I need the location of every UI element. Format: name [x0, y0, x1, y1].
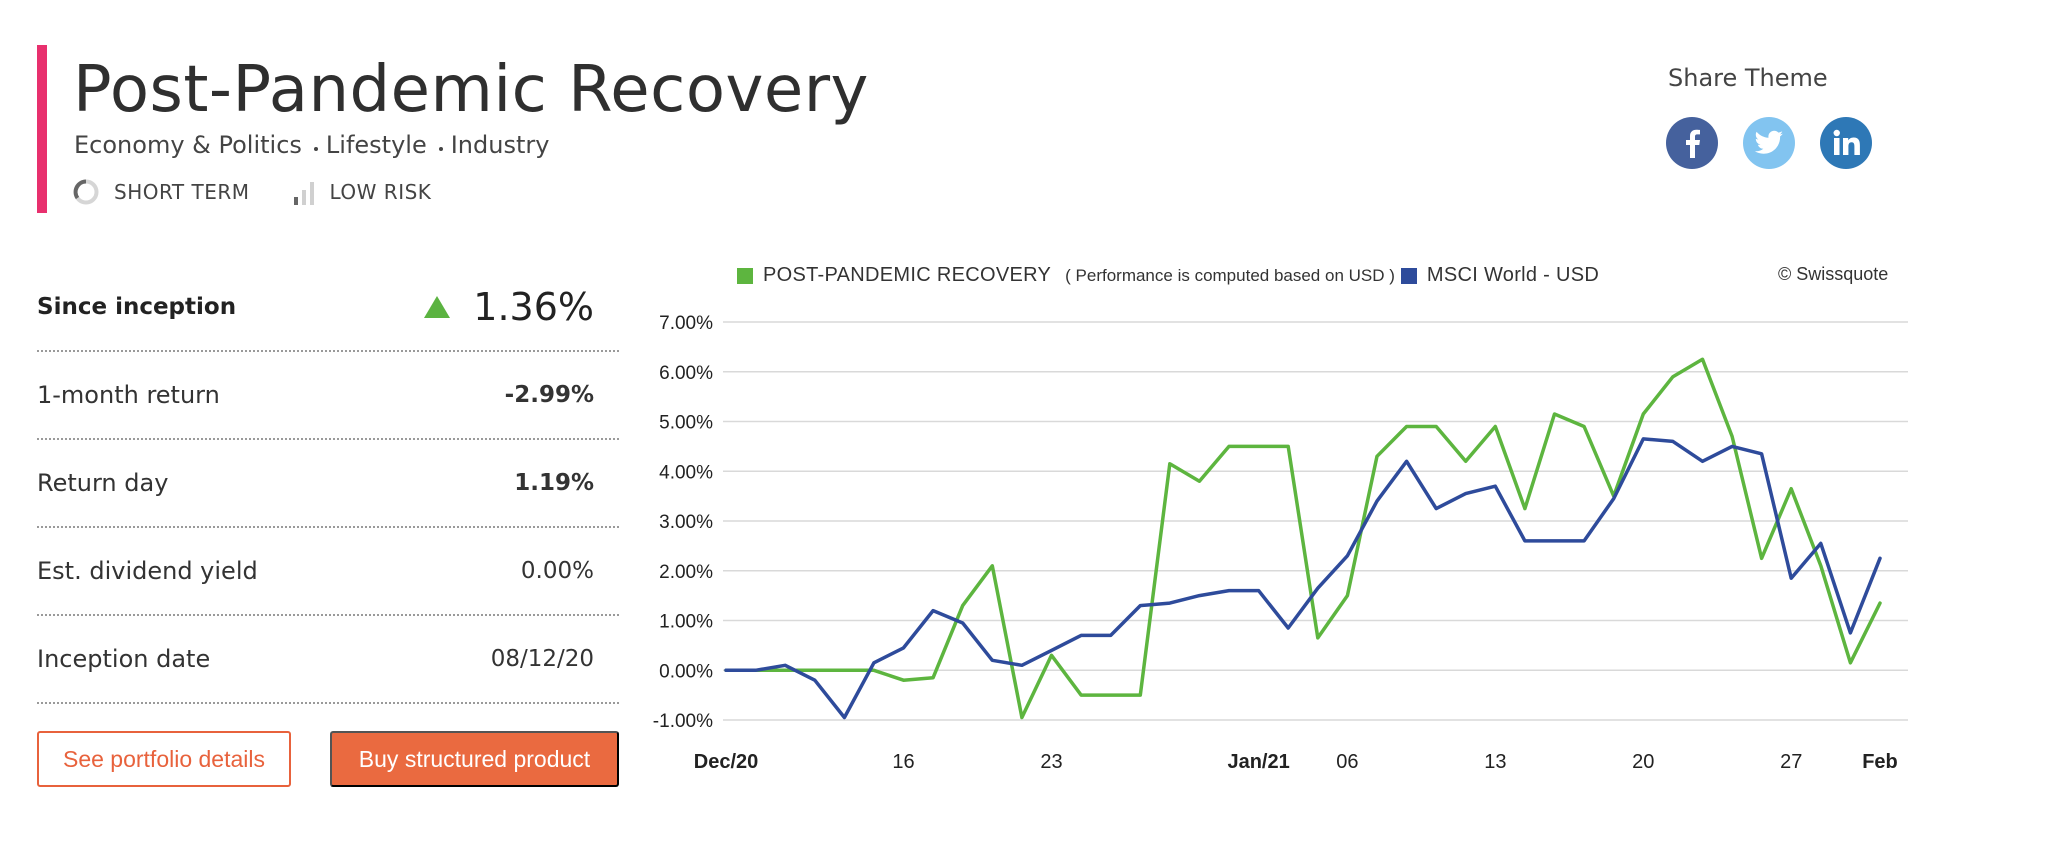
stat-label: Inception date: [37, 645, 211, 673]
horizon-label: SHORT TERM: [114, 180, 250, 204]
stat-label: 1-month return: [37, 381, 220, 409]
y-tick-label: 2.00%: [659, 562, 713, 583]
y-tick-label: -1.00%: [653, 711, 713, 732]
y-tick-label: 4.00%: [659, 462, 713, 483]
performance-stats: Since inception 1.36% 1-month return -2.…: [37, 264, 619, 704]
stat-value: -2.99%: [504, 382, 594, 408]
page-title: Post-Pandemic Recovery: [73, 53, 869, 127]
stat-row-return-day: Return day 1.19%: [37, 440, 619, 528]
legend-swatch-msci-world: [1400, 267, 1417, 284]
series-line-msci-world: [724, 437, 1882, 720]
x-tick-label: Jan/21: [1227, 751, 1289, 773]
horizon-indicator: SHORT TERM: [72, 178, 250, 206]
chart-currency-note: ( Performance is computed based on USD ): [1065, 265, 1395, 285]
share-theme-label: Share Theme: [1668, 64, 1828, 92]
legend-item-post-pandemic[interactable]: POST-PANDEMIC RECOVERY: [763, 264, 1052, 286]
category-industry[interactable]: Industry: [450, 131, 550, 159]
chart-legend: POST-PANDEMIC RECOVERY ( Performance is …: [737, 264, 1599, 287]
x-tick-label: 06: [1336, 751, 1358, 773]
x-tick-label: Dec/20: [694, 751, 759, 773]
stat-row-since-inception: Since inception 1.36%: [37, 264, 619, 352]
performance-chart: -1.00% 0.00% 1.00% 2.00% 3.00% 4.00% 5.00% 6.00…: [653, 313, 1908, 773]
legend-item-msci-world[interactable]: MSCI World - USD: [1426, 264, 1600, 286]
theme-meta: SHORT TERM LOW RISK: [72, 178, 431, 206]
stat-value: 1.36%: [473, 285, 594, 329]
category-separator: [438, 147, 443, 151]
x-tick-label: 16: [892, 751, 914, 773]
theme-categories: Economy & Politics Lifestyle Industry: [74, 131, 549, 159]
legend-swatch-post-pandemic: [737, 267, 753, 284]
chart-copyright: © Swissquote: [1778, 264, 1889, 284]
stat-row-dividend-yield: Est. dividend yield 0.00%: [37, 528, 619, 616]
x-tick-label: 27: [1780, 751, 1802, 773]
stat-row-one-month-return: 1-month return -2.99%: [37, 352, 619, 440]
share-facebook-button[interactable]: [1666, 117, 1718, 169]
x-tick-label: Feb: [1862, 751, 1898, 773]
category-lifestyle[interactable]: Lifestyle: [325, 131, 427, 159]
x-tick-label: 13: [1484, 751, 1506, 773]
theme-accent-bar: [37, 45, 47, 213]
buy-structured-product-button[interactable]: Buy structured product: [330, 731, 619, 787]
stat-value: 0.00%: [520, 558, 594, 584]
see-portfolio-details-button[interactable]: See portfolio details: [37, 731, 291, 787]
risk-indicator: LOW RISK: [292, 179, 432, 205]
category-economy-politics[interactable]: Economy & Politics: [74, 131, 302, 159]
y-tick-label: 6.00%: [659, 363, 713, 384]
y-tick-label: 7.00%: [659, 313, 713, 334]
y-tick-label: 1.00%: [659, 612, 713, 633]
y-tick-label: 0.00%: [659, 661, 713, 682]
linkedin-icon: [1833, 129, 1860, 155]
y-tick-label: 3.00%: [659, 512, 713, 533]
category-separator: [313, 147, 318, 151]
x-tick-label: 20: [1632, 751, 1654, 773]
trend-up-icon: [424, 296, 451, 318]
share-twitter-button[interactable]: [1743, 117, 1795, 169]
short-term-icon: [73, 179, 99, 205]
low-risk-icon: [293, 182, 314, 205]
twitter-icon: [1754, 130, 1783, 154]
since-inception-value: 1.36%: [423, 285, 594, 329]
stat-value: 08/12/20: [490, 646, 594, 672]
stat-label: Est. dividend yield: [37, 557, 258, 585]
x-tick-label: 23: [1040, 751, 1062, 773]
y-tick-label: 5.00%: [659, 413, 713, 434]
series-line-post-pandemic: [724, 357, 1882, 720]
stat-label: Return day: [37, 469, 169, 497]
facebook-icon: [1686, 129, 1700, 158]
stat-row-inception-date: Inception date 08/12/20: [37, 616, 619, 704]
stat-value: 1.19%: [514, 470, 594, 496]
risk-label: LOW RISK: [329, 180, 432, 204]
stat-label: Since inception: [37, 294, 237, 320]
share-linkedin-button[interactable]: [1820, 117, 1872, 169]
